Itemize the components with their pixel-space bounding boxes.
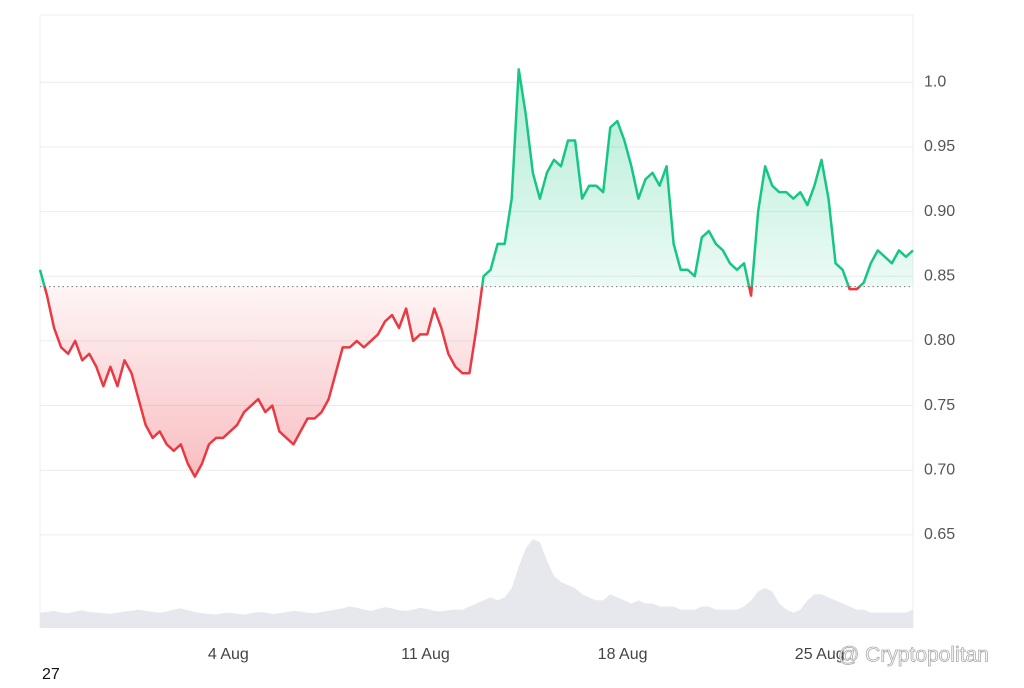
price-fill (40, 69, 913, 477)
y-tick-label: 0.85 (924, 267, 955, 284)
x-tick-label: 11 Aug (401, 646, 450, 663)
y-tick-label: 0.75 (924, 397, 955, 414)
watermark: @ Cryptopolitan (838, 644, 989, 667)
y-tick-label: 0.90 (924, 203, 955, 220)
y-tick-label: 0.80 (924, 332, 955, 349)
volume-area (40, 539, 913, 628)
y-tick-label: 1.0 (924, 73, 946, 90)
x-tick-label: 18 Aug (598, 646, 648, 663)
y-tick-label: 0.95 (924, 138, 955, 155)
x-tick-label: 25 Aug (795, 646, 845, 663)
corner-label: 27 (42, 666, 60, 683)
y-tick-label: 0.70 (924, 461, 955, 478)
y-tick-label: 0.65 (924, 526, 955, 543)
price-line (38, 68, 914, 478)
x-tick-label: 4 Aug (208, 646, 249, 663)
